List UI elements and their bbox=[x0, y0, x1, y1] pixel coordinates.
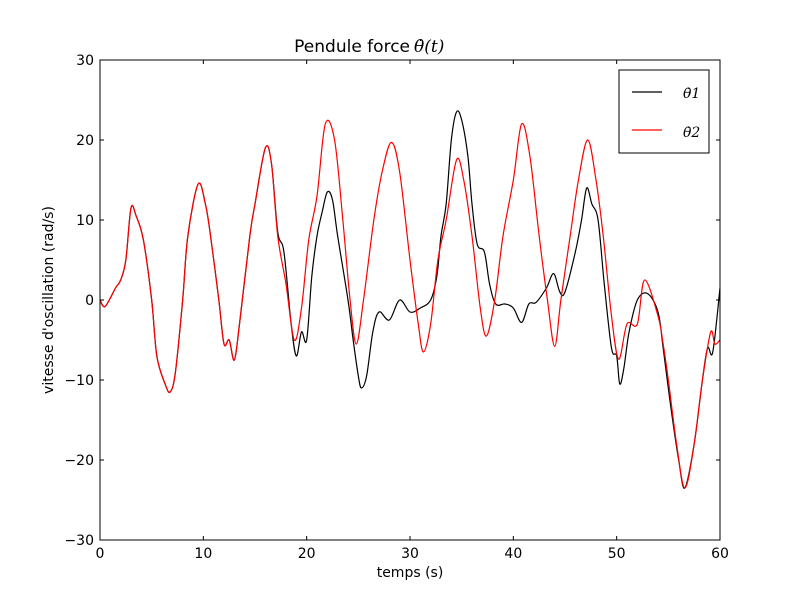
x-tick-label: 20 bbox=[298, 546, 316, 562]
y-tick-label: 10 bbox=[76, 213, 94, 229]
x-tick-label: 40 bbox=[504, 546, 522, 562]
y-tick-label: 0 bbox=[85, 293, 94, 309]
y-tick-label: −10 bbox=[64, 373, 94, 389]
y-tick-label: 30 bbox=[76, 53, 94, 69]
series-line-2 bbox=[99, 119, 721, 489]
y-tick-label: 20 bbox=[76, 133, 94, 149]
x-tick-label: 60 bbox=[711, 546, 729, 562]
plot-lines bbox=[99, 110, 721, 489]
x-tick-label: 30 bbox=[401, 546, 419, 562]
y-tick-label: −30 bbox=[64, 533, 94, 549]
x-axis-label: temps (s) bbox=[377, 565, 444, 581]
series-line-1 bbox=[99, 110, 721, 489]
legend-label-theta1: θ̇1 bbox=[683, 86, 700, 102]
y-tick-label: −20 bbox=[64, 453, 94, 469]
legend-label-theta2: θ̇2 bbox=[683, 125, 700, 141]
axis-ticks: 0 10 20 30 40 50 60 −30 −20 −10 0 10 20 30 bbox=[64, 53, 728, 562]
legend-box bbox=[618, 69, 710, 154]
chart-title-math: θ̇(t) bbox=[414, 37, 444, 57]
x-tick-label: 10 bbox=[194, 546, 212, 562]
y-axis-label: vitesse d'oscillation (rad/s) bbox=[41, 206, 57, 394]
legend: θ̇1 θ̇2 bbox=[618, 69, 710, 154]
chart-title: Pendule force bbox=[294, 37, 410, 57]
x-tick-label: 0 bbox=[96, 546, 105, 562]
x-tick-label: 50 bbox=[608, 546, 626, 562]
